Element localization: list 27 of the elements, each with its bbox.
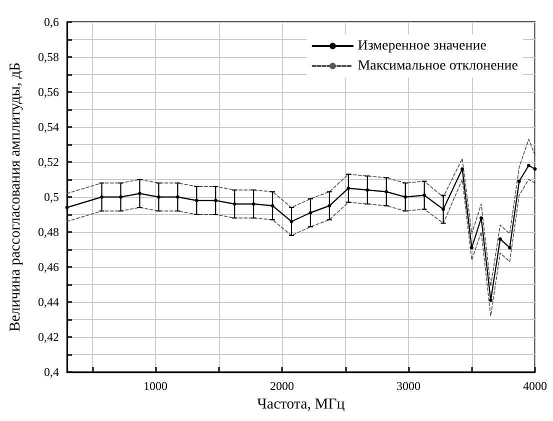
y-tick-label: 0,58 (38, 50, 59, 64)
point (488, 298, 492, 302)
x-tick-label: 1000 (144, 379, 168, 393)
y-axis-title: Величина рассогласования амплитуды, дБ (8, 62, 24, 332)
x-tick-label: 4000 (523, 379, 547, 393)
point (517, 180, 521, 183)
y-tick-label: 0,46 (38, 260, 59, 274)
point (460, 167, 464, 171)
y-tick-label: 0,42 (38, 330, 59, 344)
x-axis-title: Частота, МГц (257, 396, 345, 412)
point (470, 246, 474, 250)
x-tick-label: 2000 (270, 379, 294, 393)
y-tick-label: 0,4 (44, 365, 59, 379)
y-tick-label: 0,44 (38, 295, 59, 309)
point (508, 246, 512, 250)
point (526, 164, 530, 168)
y-tick-label: 0,48 (38, 225, 59, 239)
legend-label: Измеренное значение (358, 38, 486, 54)
y-tick-label: 0,6 (44, 15, 59, 29)
y-tick-label: 0,56 (38, 85, 59, 99)
y-tick-label: 0,52 (38, 155, 59, 169)
y-tick-label: 0,54 (38, 120, 59, 134)
x-tick-label: 3000 (396, 379, 421, 393)
y-tick-label: 0,5 (44, 190, 59, 204)
point (479, 216, 483, 220)
point (498, 237, 502, 241)
legend-label: Максимальное отклонение (358, 58, 518, 74)
